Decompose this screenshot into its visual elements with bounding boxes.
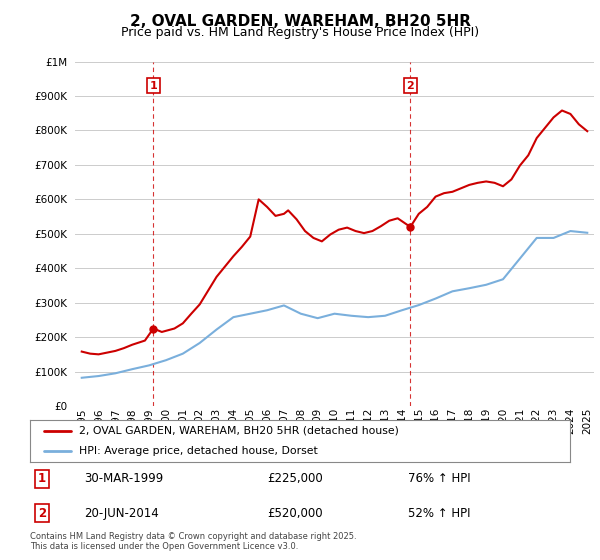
Text: 1: 1	[38, 473, 46, 486]
Text: 76% ↑ HPI: 76% ↑ HPI	[408, 473, 470, 486]
Text: 2: 2	[406, 81, 414, 91]
Text: 30-MAR-1999: 30-MAR-1999	[84, 473, 163, 486]
Text: 2: 2	[38, 507, 46, 520]
Text: Contains HM Land Registry data © Crown copyright and database right 2025.
This d: Contains HM Land Registry data © Crown c…	[30, 532, 356, 552]
Text: 1: 1	[149, 81, 157, 91]
Text: Price paid vs. HM Land Registry's House Price Index (HPI): Price paid vs. HM Land Registry's House …	[121, 26, 479, 39]
Text: £225,000: £225,000	[268, 473, 323, 486]
Text: 52% ↑ HPI: 52% ↑ HPI	[408, 507, 470, 520]
Text: £520,000: £520,000	[268, 507, 323, 520]
Text: 2, OVAL GARDEN, WAREHAM, BH20 5HR (detached house): 2, OVAL GARDEN, WAREHAM, BH20 5HR (detac…	[79, 426, 398, 436]
Text: 20-JUN-2014: 20-JUN-2014	[84, 507, 159, 520]
Text: HPI: Average price, detached house, Dorset: HPI: Average price, detached house, Dors…	[79, 446, 317, 456]
Text: 2, OVAL GARDEN, WAREHAM, BH20 5HR: 2, OVAL GARDEN, WAREHAM, BH20 5HR	[130, 14, 470, 29]
